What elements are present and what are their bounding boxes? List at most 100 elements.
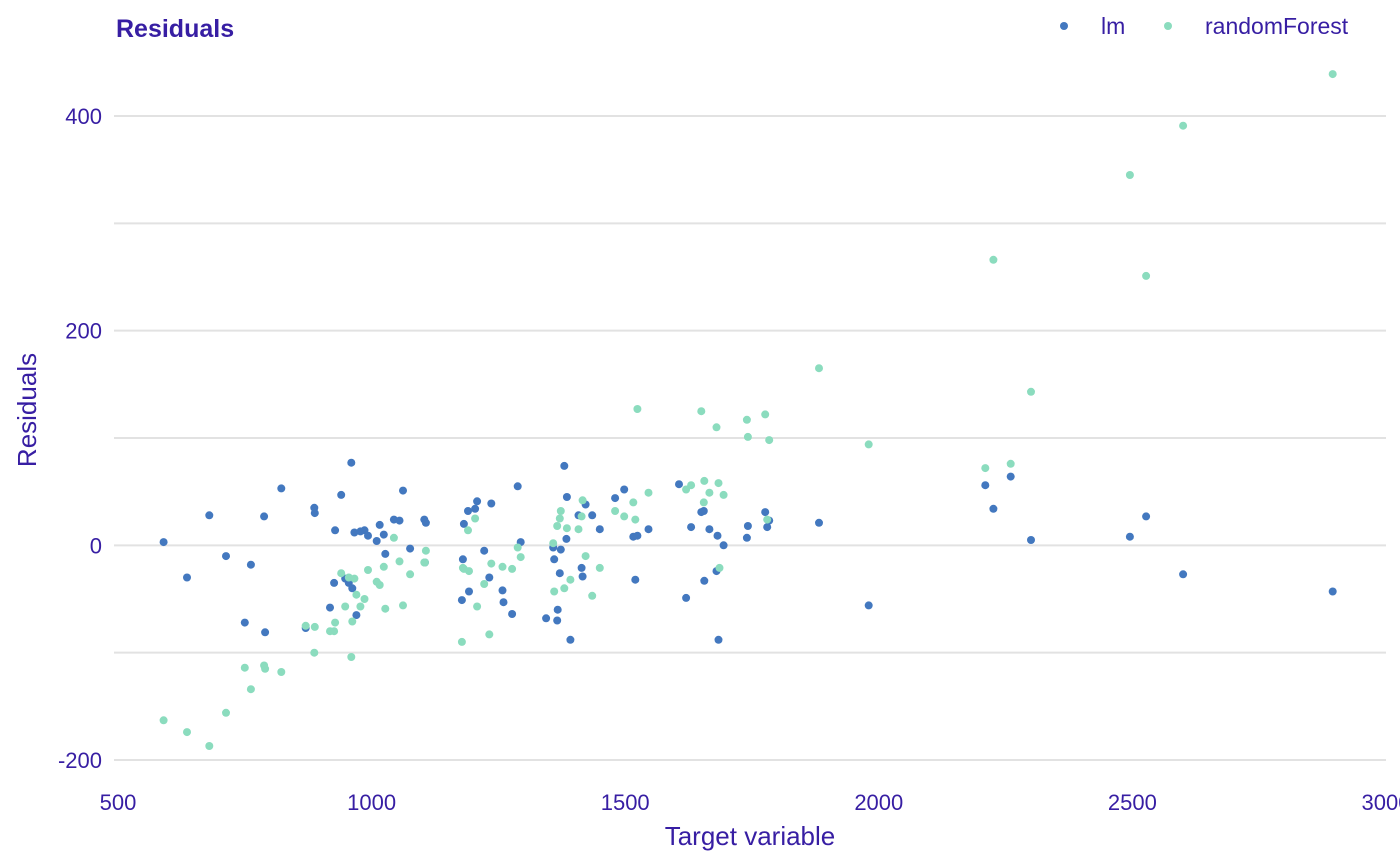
point-randomforest-18: [347, 653, 356, 661]
point-randomforest-76: [712, 423, 721, 432]
point-lm-45: [487, 499, 496, 508]
series-lm: [159, 458, 1337, 644]
point-lm-46: [498, 586, 507, 595]
point-lm-88: [763, 523, 772, 532]
point-randomforest-52: [553, 522, 562, 530]
point-randomforest-66: [629, 498, 638, 507]
point-randomforest-2: [205, 742, 214, 750]
point-lm-27: [379, 530, 388, 539]
point-lm-59: [562, 534, 571, 543]
point-lm-73: [644, 525, 653, 534]
point-randomforest-67: [631, 515, 640, 524]
point-randomforest-0: [159, 716, 168, 725]
point-randomforest-61: [581, 552, 590, 561]
x-tick-label-1500: 1500: [601, 790, 650, 815]
point-randomforest-73: [699, 498, 708, 507]
y-axis-ticks: -200 0 200 400: [58, 104, 102, 773]
point-lm-31: [399, 486, 407, 495]
legend-label-lm: lm: [1101, 13, 1125, 39]
point-lm-41: [471, 504, 480, 513]
point-lm-79: [700, 576, 709, 585]
point-randomforest-9: [301, 621, 310, 630]
point-randomforest-94: [1328, 70, 1337, 79]
point-randomforest-65: [620, 512, 629, 521]
point-lm-14: [331, 526, 340, 535]
x-tick-label-1000: 1000: [347, 790, 396, 815]
point-randomforest-4: [240, 663, 249, 672]
point-randomforest-15: [337, 569, 346, 578]
point-lm-90: [815, 518, 823, 527]
point-lm-97: [1142, 512, 1151, 521]
point-lm-24: [364, 531, 372, 540]
point-randomforest-3: [222, 708, 230, 717]
x-axis-ticks: 500 1000 1500 2000 2500 3000: [100, 790, 1400, 815]
point-lm-60: [562, 493, 571, 501]
point-lm-96: [1125, 532, 1134, 541]
point-randomforest-29: [389, 533, 398, 542]
point-randomforest-45: [487, 559, 496, 568]
point-randomforest-68: [633, 405, 642, 413]
point-lm-19: [348, 584, 357, 593]
point-lm-35: [421, 518, 430, 527]
point-lm-26: [375, 520, 384, 529]
point-randomforest-79: [719, 490, 728, 499]
point-lm-51: [542, 614, 551, 623]
point-lm-72: [633, 531, 642, 540]
point-randomforest-84: [765, 436, 774, 445]
point-lm-39: [464, 507, 472, 515]
point-randomforest-93: [1179, 121, 1188, 130]
point-randomforest-50: [549, 539, 558, 548]
point-randomforest-1: [183, 728, 191, 737]
point-lm-58: [560, 461, 569, 470]
point-randomforest-63: [595, 563, 604, 572]
point-lm-91: [864, 601, 873, 610]
point-randomforest-44: [485, 630, 494, 639]
point-randomforest-64: [611, 507, 620, 515]
point-lm-66: [588, 511, 597, 520]
point-randomforest-57: [566, 575, 575, 584]
point-randomforest-19: [348, 617, 357, 626]
point-randomforest-55: [560, 584, 569, 593]
point-lm-7: [261, 628, 270, 637]
point-lm-83: [714, 635, 723, 644]
point-randomforest-35: [421, 546, 430, 555]
point-lm-80: [705, 525, 714, 534]
point-lm-42: [473, 497, 482, 506]
point-lm-20: [350, 528, 359, 537]
point-lm-11: [310, 509, 319, 518]
data-points: [159, 70, 1337, 750]
point-randomforest-26: [375, 581, 384, 589]
point-lm-78: [699, 507, 708, 515]
point-randomforest-90: [1027, 387, 1035, 396]
point-randomforest-78: [715, 563, 724, 572]
x-tick-label-2500: 2500: [1108, 790, 1157, 815]
point-randomforest-11: [310, 622, 319, 631]
point-lm-0: [159, 538, 168, 547]
point-randomforest-48: [513, 543, 522, 552]
point-lm-49: [513, 482, 522, 491]
point-randomforest-13: [330, 627, 339, 636]
point-randomforest-8: [277, 668, 286, 676]
point-lm-71: [631, 575, 640, 584]
point-lm-40: [465, 587, 473, 596]
point-randomforest-71: [687, 481, 696, 490]
y-tick-label-0: 0: [90, 533, 102, 558]
point-randomforest-53: [555, 514, 564, 523]
point-lm-63: [577, 563, 586, 572]
point-randomforest-85: [815, 364, 823, 373]
legend-swatch-randomforest: [1164, 22, 1172, 30]
point-randomforest-28: [381, 604, 390, 613]
point-lm-47: [499, 598, 508, 607]
point-randomforest-83: [763, 515, 772, 524]
point-lm-87: [761, 508, 770, 517]
point-lm-1: [183, 573, 191, 582]
y-tick-label-400: 400: [65, 104, 102, 129]
point-lm-56: [555, 569, 564, 578]
point-lm-38: [459, 519, 468, 528]
point-lm-68: [611, 494, 620, 503]
point-lm-74: [675, 480, 683, 489]
point-randomforest-24: [364, 566, 372, 574]
x-axis-title: Target variable: [665, 821, 836, 851]
point-lm-69: [620, 485, 629, 494]
